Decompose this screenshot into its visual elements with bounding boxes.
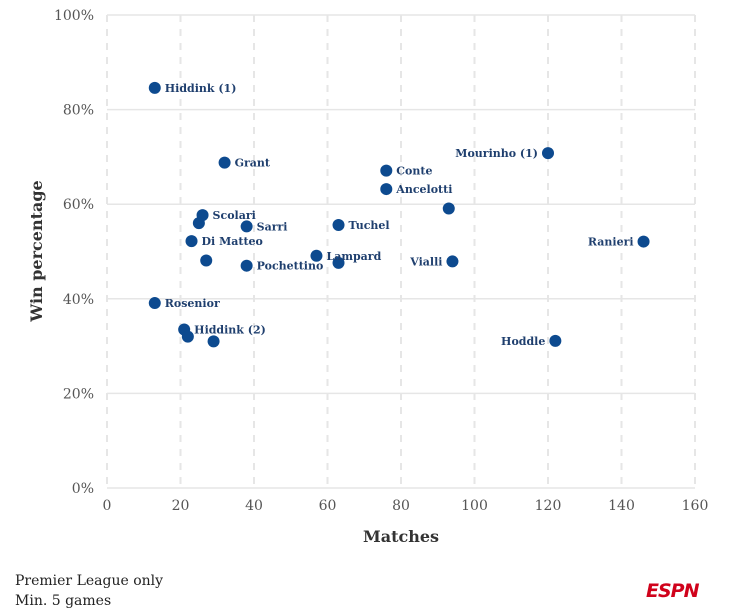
data-label: Hiddink (2) xyxy=(194,324,266,337)
data-label: Pochettino xyxy=(257,260,324,273)
data-label: Sarri xyxy=(257,220,288,233)
y-tick-label: 0% xyxy=(72,481,94,497)
data-point xyxy=(240,220,253,233)
data-point xyxy=(148,297,161,310)
data-point xyxy=(185,235,198,248)
x-tick-label: 20 xyxy=(172,498,190,514)
data-labels: Hiddink (1) Grant Mourinho (1) Conte Ancelot… xyxy=(165,82,634,348)
x-axis-ticks: 0 20 40 60 80 100 120 140 160 xyxy=(103,498,709,514)
data-label: Lampard xyxy=(326,250,381,263)
footnote-scope: Premier League only xyxy=(15,573,164,589)
x-tick-label: 100 xyxy=(461,498,488,514)
data-point xyxy=(192,217,205,230)
data-label: Ancelotti xyxy=(395,183,452,196)
y-tick-label: 60% xyxy=(63,197,94,213)
data-point xyxy=(181,330,194,343)
data-label: Di Matteo xyxy=(202,235,263,248)
grid xyxy=(106,14,696,489)
y-tick-label: 100% xyxy=(54,8,94,24)
x-tick-label: 60 xyxy=(319,498,337,514)
data-point xyxy=(332,219,345,232)
y-tick-label: 40% xyxy=(63,292,94,308)
data-label: Ranieri xyxy=(588,236,634,249)
data-label: Rosenior xyxy=(165,297,220,310)
y-tick-label: 20% xyxy=(63,386,94,402)
x-tick-label: 0 xyxy=(103,498,112,514)
x-tick-label: 80 xyxy=(392,498,410,514)
espn-logo: ESPN xyxy=(646,580,701,600)
data-label: Scolari xyxy=(213,209,256,222)
data-point xyxy=(148,81,161,94)
data-point xyxy=(207,335,220,348)
data-point xyxy=(442,202,455,215)
x-tick-label: 160 xyxy=(682,498,709,514)
data-label: Vialli xyxy=(409,255,442,268)
x-tick-label: 40 xyxy=(245,498,263,514)
data-label: Grant xyxy=(235,157,271,170)
x-tick-label: 120 xyxy=(535,498,562,514)
data-label: Mourinho (1) xyxy=(455,147,538,160)
y-tick-label: 80% xyxy=(63,103,94,119)
data-point xyxy=(380,164,393,177)
data-point xyxy=(310,249,323,262)
data-point xyxy=(549,334,562,347)
x-axis-title: Matches xyxy=(363,527,439,546)
footnote-minimum: Min. 5 games xyxy=(15,593,112,609)
data-point xyxy=(332,256,345,269)
data-point xyxy=(542,147,554,160)
data-label: Conte xyxy=(396,165,432,178)
y-axis-title: Win percentage xyxy=(27,180,46,322)
data-point xyxy=(446,255,459,268)
data-point xyxy=(637,235,650,248)
data-point xyxy=(218,156,231,169)
data-label: Hiddink (1) xyxy=(165,82,237,95)
espn-logo-text: ESPN xyxy=(646,580,700,600)
y-axis-ticks: 0% 20% 40% 60% 80% 100% xyxy=(54,8,94,497)
data-point xyxy=(380,183,393,196)
data-point xyxy=(200,254,213,267)
data-label: Hoddle xyxy=(501,335,545,348)
x-tick-label: 140 xyxy=(608,498,635,514)
data-points xyxy=(148,81,650,348)
data-label: Tuchel xyxy=(349,219,390,232)
scatter-chart: 0% 20% 40% 60% 80% 100% 0 20 40 60 80 100 120 140 160… xyxy=(27,8,709,546)
data-point xyxy=(240,259,253,272)
